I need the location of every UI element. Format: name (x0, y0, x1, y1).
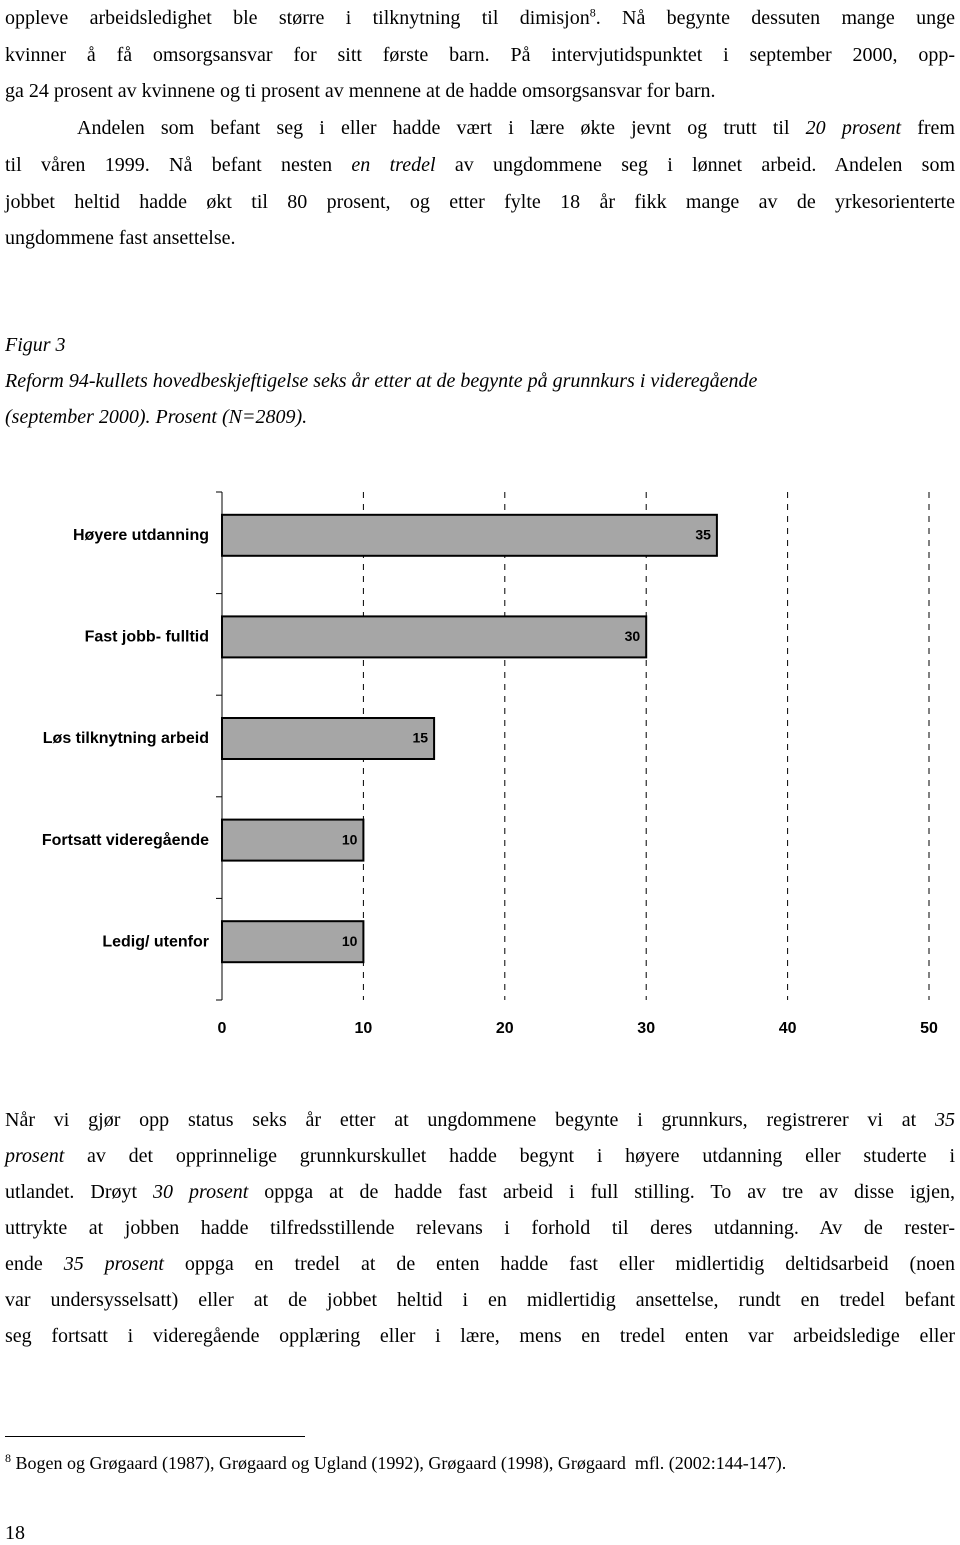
bar (221, 920, 365, 964)
text-run: av ungdommene seg i lønnet arbeid. Andel… (435, 153, 955, 176)
y-tick-label: Høyere utdanning (73, 527, 209, 544)
text-line: ende 35 prosent oppga en tredel at de en… (5, 1252, 955, 1276)
page-number: 18 (5, 1522, 25, 1544)
footnote-number: 8 (5, 1451, 11, 1465)
text-run: var undersysselsatt) eller at de jobbet … (5, 1289, 955, 1311)
text-run: ga 24 prosent av kvinnene og ti prosent … (5, 80, 716, 103)
text-run: av det opprinnelige grunnkurskullet hadd… (64, 1145, 955, 1167)
text-run: utlandet. Drøyt (5, 1181, 154, 1203)
figure-caption: (september 2000). Prosent (N=2809). (5, 406, 308, 428)
bar (221, 818, 365, 862)
text-line: seg fortsatt i videregående opplæring el… (5, 1324, 955, 1348)
italic-run: prosent (5, 1145, 65, 1167)
x-tick-label: 20 (496, 1020, 514, 1037)
y-tick-label: Fortsatt videregående (42, 831, 209, 849)
text-line: til våren 1999. Nå befant nesten en tred… (5, 153, 955, 177)
chart: 0 10 20 30 40 50 Høyere utdanning 35 Fast jobb- … (42, 491, 938, 1037)
text-line: var undersysselsatt) eller at de jobbet … (5, 1288, 955, 1312)
figure-caption: Reform 94-kullets hovedbeskjeftigelse se… (5, 370, 758, 392)
x-tick-label: 40 (779, 1020, 797, 1037)
text-line: ga 24 prosent av kvinnene og ti prosent … (5, 79, 955, 103)
text-run: ende (5, 1253, 64, 1275)
value-label: 10 (342, 831, 358, 847)
text-run: ungdommene fast ansettelse. (5, 227, 236, 250)
x-tick-label: 10 (355, 1020, 373, 1037)
italic-run: 35 prosent (63, 1253, 164, 1275)
text-line: kvinner å få omsorgsansvar for sitt førs… (5, 43, 955, 67)
text-line: Når vi gjør opp status seks år etter at … (5, 1108, 955, 1132)
text-run: seg fortsatt i videregående opplæring el… (5, 1325, 955, 1347)
text-run: . Nå begynte dessuten mange unge (595, 7, 955, 29)
text-run: til våren 1999. Nå befant nesten (5, 153, 352, 176)
bar (221, 717, 436, 760)
x-tick-label: 0 (218, 1020, 227, 1037)
value-label: 15 (413, 730, 429, 746)
italic-run: 20 prosent (805, 117, 902, 140)
value-label: 10 (342, 933, 358, 949)
text-line: ungdommene fast ansettelse. (5, 226, 955, 250)
y-tick-label: Fast jobb- fulltid (85, 629, 209, 646)
text-run: oppleve arbeidsledighet ble større i til… (5, 7, 590, 29)
text-run: oppga at de hadde fast arbeid i full sti… (248, 1181, 955, 1203)
text-run: frem (901, 117, 955, 140)
text-run: Andelen som befant seg i eller hadde vær… (77, 117, 806, 140)
footnote-ref: 8 (589, 5, 596, 20)
italic-run: en tredel (351, 153, 436, 176)
footnote-text: Bogen og Grøgaard (1987), Grøgaard og Ug… (15, 1453, 787, 1473)
x-tick-label: 30 (637, 1020, 655, 1037)
text-run: jobbet heltid hadde økt til 80 prosent, … (5, 190, 955, 213)
text-line: prosent av det opprinnelige grunnkurskul… (5, 1144, 955, 1168)
footnote: 8 Bogen og Grøgaard (1987), Grøgaard og … (5, 1451, 955, 1475)
text-line: utlandet. Drøyt 30 prosent oppga at de h… (5, 1180, 955, 1204)
bar (221, 513, 718, 557)
text-run: uttrykte at jobben hadde tilfredsstillen… (5, 1217, 955, 1239)
y-tick-label: Ledig/ utenfor (102, 933, 209, 950)
footnote-rule (5, 1436, 305, 1437)
text-line: Andelen som befant seg i eller hadde vær… (5, 116, 955, 140)
figure-label: Figur 3 (5, 334, 66, 356)
text-run: Når vi gjør opp status seks år etter at … (5, 1109, 935, 1131)
x-tick-label: 50 (920, 1020, 938, 1037)
italic-run: 30 prosent (153, 1181, 249, 1203)
text-line: uttrykte at jobben hadde tilfredsstillen… (5, 1216, 955, 1240)
text-run: oppga en tredel at de enten hadde fast e… (163, 1253, 955, 1275)
text-line: oppleve arbeidsledighet ble større i til… (5, 6, 955, 30)
text-run: kvinner å få omsorgsansvar for sitt førs… (5, 43, 955, 66)
value-label: 35 (695, 527, 711, 543)
bar (221, 615, 648, 659)
value-label: 30 (625, 628, 641, 644)
italic-run: 35 (935, 1109, 955, 1131)
y-tick-label: Løs tilknytning arbeid (43, 730, 209, 747)
text-line: jobbet heltid hadde økt til 80 prosent, … (5, 190, 955, 214)
